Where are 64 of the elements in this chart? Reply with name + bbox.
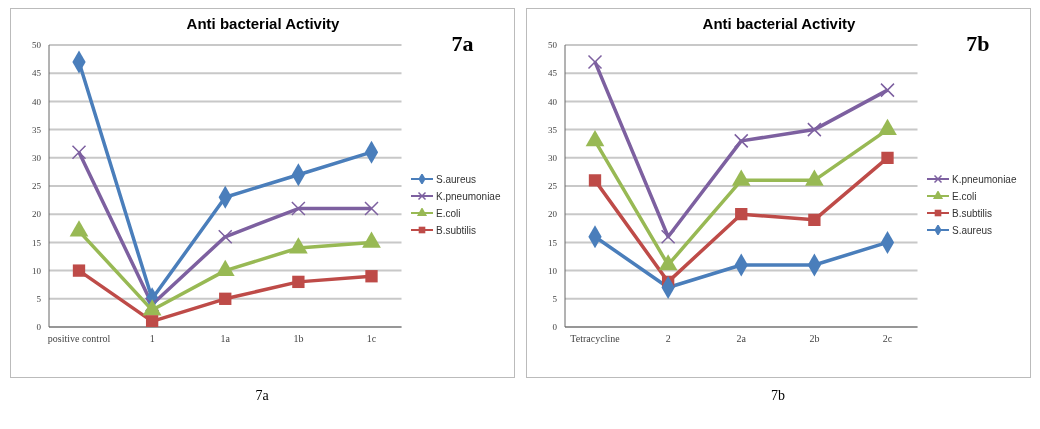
legend-label: E.coli — [952, 190, 977, 202]
y-tick-label: 10 — [547, 265, 557, 276]
x-tick-label: 1b — [292, 333, 303, 345]
legend-label: B.subtilis — [952, 207, 993, 219]
y-tick-label: 40 — [547, 96, 557, 107]
point — [72, 264, 85, 277]
text: 7a — [255, 388, 269, 404]
y-tick-label: 25 — [31, 181, 41, 192]
legend-label: K.pneumoniae — [436, 190, 501, 202]
point — [806, 122, 822, 137]
text: 7a — [451, 31, 474, 57]
y-tick-label: 15 — [31, 237, 41, 248]
point — [363, 201, 379, 216]
point — [217, 229, 232, 245]
point — [734, 208, 747, 221]
y-tick-label: 25 — [547, 181, 557, 192]
chart-title: Anti bacterial Activity — [185, 15, 341, 32]
y-tick-label: 5 — [36, 293, 41, 304]
point — [291, 275, 305, 289]
y-tick-label: 35 — [547, 124, 557, 135]
y-tick-label: 45 — [31, 68, 41, 79]
y-tick-label: 5 — [552, 293, 557, 304]
x-tick-label: 2 — [665, 333, 671, 345]
y-tick-label: 0 — [552, 322, 557, 333]
x-tick-label: 1c — [366, 333, 377, 345]
legend-label: S.aureus — [952, 224, 993, 236]
point — [71, 144, 86, 160]
y-tick-label: 50 — [31, 40, 41, 51]
point — [145, 315, 158, 327]
chart-title: Anti bacterial Activity — [701, 15, 857, 32]
x-tick-label: 2c — [882, 333, 893, 345]
legend-label: S.aureus — [436, 173, 477, 185]
point — [733, 133, 748, 149]
y-tick-label: 30 — [547, 152, 557, 163]
x-tick-label: positive control — [47, 333, 110, 345]
text: 7b — [771, 388, 785, 404]
point — [588, 174, 601, 187]
legend-label: E.coli — [436, 207, 461, 219]
y-tick-label: 20 — [31, 209, 41, 220]
y-tick-label: 20 — [547, 209, 557, 220]
x-tick-label: 2b — [808, 333, 819, 345]
legend-label: K.pneumoniae — [952, 173, 1017, 185]
y-tick-label: 45 — [547, 68, 557, 79]
y-tick-label: 40 — [31, 96, 41, 107]
text: 7b — [966, 31, 990, 57]
x-tick-label: 2a — [736, 333, 747, 345]
y-tick-label: 30 — [31, 152, 41, 163]
point — [879, 82, 895, 98]
point — [587, 54, 602, 70]
y-tick-label: 35 — [31, 124, 41, 135]
point — [364, 270, 378, 283]
point — [807, 213, 821, 227]
x-tick-label: Tetracycline — [569, 333, 620, 345]
x-tick-label: 1a — [220, 333, 231, 345]
y-tick-label: 0 — [36, 322, 41, 333]
y-tick-label: 50 — [547, 40, 557, 51]
point — [660, 229, 675, 245]
point — [290, 201, 306, 216]
point — [218, 292, 231, 305]
point — [880, 151, 894, 164]
y-tick-label: 15 — [547, 237, 557, 248]
y-tick-label: 10 — [31, 265, 41, 276]
legend-label: B.subtilis — [436, 224, 477, 236]
x-tick-label: 1 — [149, 333, 155, 345]
